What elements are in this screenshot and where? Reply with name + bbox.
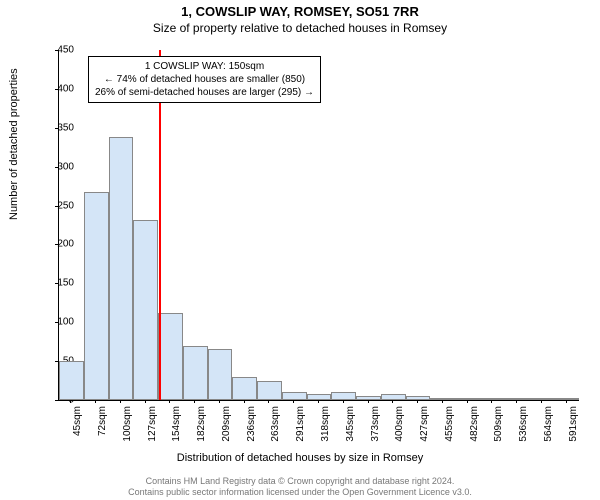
x-tick-label: 45sqm	[72, 406, 83, 446]
x-tick-label: 455sqm	[444, 406, 455, 446]
x-tick-label: 345sqm	[345, 406, 356, 446]
footer-line-1: Contains HM Land Registry data © Crown c…	[0, 476, 600, 487]
y-axis-label: Number of detached properties	[8, 68, 20, 220]
x-tick-label: 209sqm	[221, 406, 232, 446]
x-tick-label: 509sqm	[493, 406, 504, 446]
x-tick-label: 536sqm	[518, 406, 529, 446]
x-tick-label: 127sqm	[147, 406, 158, 446]
x-tick-label: 482sqm	[469, 406, 480, 446]
x-tick	[244, 400, 245, 403]
x-tick	[219, 400, 220, 403]
page-title: 1, COWSLIP WAY, ROMSEY, SO51 7RR	[0, 0, 600, 19]
x-tick-label: 154sqm	[171, 406, 182, 446]
histogram-bar	[529, 398, 554, 400]
x-tick	[120, 400, 121, 403]
x-tick	[467, 400, 468, 403]
histogram-bar	[183, 346, 208, 400]
x-tick-label: 263sqm	[270, 406, 281, 446]
x-tick	[417, 400, 418, 403]
x-tick-label: 291sqm	[295, 406, 306, 446]
x-tick	[491, 400, 492, 403]
x-axis-title: Distribution of detached houses by size …	[0, 452, 600, 464]
histogram-bar	[208, 349, 233, 400]
x-tick	[318, 400, 319, 403]
x-tick	[70, 400, 71, 403]
x-tick	[516, 400, 517, 403]
x-tick	[268, 400, 269, 403]
annotation-line: ← 74% of detached houses are smaller (85…	[95, 73, 314, 86]
x-tick-label: 318sqm	[320, 406, 331, 446]
x-tick	[566, 400, 567, 403]
x-tick	[293, 400, 294, 403]
x-tick	[169, 400, 170, 403]
x-tick	[392, 400, 393, 403]
x-tick-label: 100sqm	[122, 406, 133, 446]
histogram-bar	[59, 361, 84, 400]
x-tick-label: 236sqm	[246, 406, 257, 446]
histogram-bar	[430, 398, 455, 400]
annotation-line: 26% of semi-detached houses are larger (…	[95, 86, 314, 99]
histogram-bar	[282, 392, 307, 400]
histogram-bar	[158, 313, 183, 400]
x-tick-label: 400sqm	[394, 406, 405, 446]
page-subtitle: Size of property relative to detached ho…	[0, 19, 600, 35]
x-tick	[343, 400, 344, 403]
histogram-bar	[257, 381, 282, 400]
x-tick	[442, 400, 443, 403]
x-tick	[194, 400, 195, 403]
histogram-bar	[554, 398, 579, 400]
chart-container: 1, COWSLIP WAY, ROMSEY, SO51 7RR Size of…	[0, 0, 600, 500]
annotation-box: 1 COWSLIP WAY: 150sqm← 74% of detached h…	[88, 56, 321, 103]
x-tick-label: 427sqm	[419, 406, 430, 446]
x-tick-label: 591sqm	[568, 406, 579, 446]
histogram-bar	[133, 220, 158, 400]
x-tick	[541, 400, 542, 403]
x-tick	[95, 400, 96, 403]
x-tick	[145, 400, 146, 403]
footer-text: Contains HM Land Registry data © Crown c…	[0, 476, 600, 498]
x-tick-label: 72sqm	[97, 406, 108, 446]
histogram-bar	[356, 396, 381, 400]
histogram-bar	[84, 192, 109, 400]
x-tick-label: 373sqm	[370, 406, 381, 446]
x-tick-label: 564sqm	[543, 406, 554, 446]
x-tick-label: 182sqm	[196, 406, 207, 446]
x-tick	[368, 400, 369, 403]
annotation-line: 1 COWSLIP WAY: 150sqm	[95, 60, 314, 73]
histogram-bar	[455, 398, 480, 400]
histogram-bar	[109, 137, 134, 400]
histogram-bar	[331, 392, 356, 400]
footer-line-2: Contains public sector information licen…	[0, 487, 600, 498]
histogram-bar	[232, 377, 257, 400]
